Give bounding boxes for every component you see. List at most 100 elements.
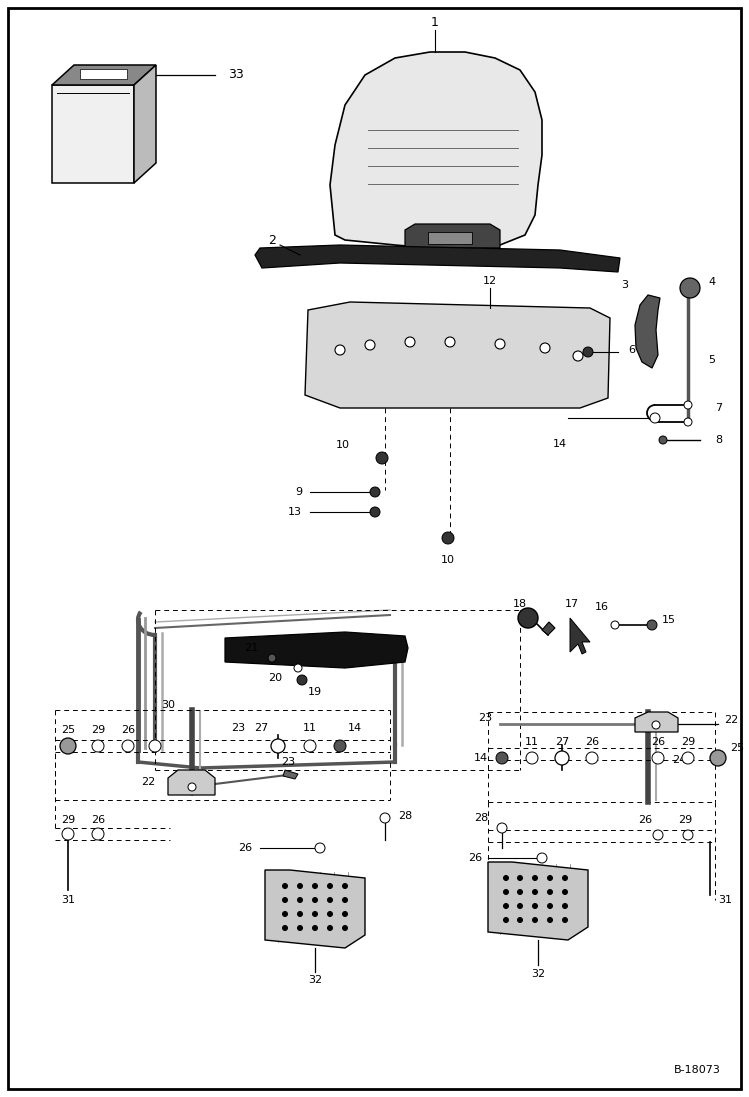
Circle shape [503,917,509,923]
Circle shape [503,904,509,908]
Circle shape [297,912,303,916]
Text: 13: 13 [288,507,302,517]
Text: 15: 15 [662,615,676,625]
Circle shape [518,875,523,881]
Polygon shape [134,65,156,183]
Circle shape [503,875,509,881]
Circle shape [294,664,302,672]
Text: 22: 22 [141,777,155,787]
Circle shape [297,926,303,930]
Circle shape [304,740,316,753]
Text: 8: 8 [715,436,722,445]
Text: 26: 26 [91,815,105,825]
Circle shape [533,917,538,923]
Circle shape [684,402,692,409]
Text: 12: 12 [483,276,497,286]
Circle shape [297,675,307,685]
Circle shape [376,452,388,464]
Circle shape [335,344,345,355]
Circle shape [327,912,333,916]
Circle shape [583,347,593,357]
Text: 3: 3 [621,280,628,290]
Text: 14: 14 [474,753,488,764]
Circle shape [62,828,74,840]
Circle shape [282,912,288,916]
Text: 4: 4 [708,278,715,287]
Circle shape [365,340,375,350]
Circle shape [380,813,390,823]
Polygon shape [52,84,134,183]
Circle shape [652,753,664,764]
Circle shape [533,904,538,908]
Text: 14: 14 [553,439,567,449]
Circle shape [653,830,663,840]
Circle shape [122,740,134,753]
Circle shape [555,751,569,765]
Text: 28: 28 [398,811,412,821]
Text: 26: 26 [638,815,652,825]
Text: 29: 29 [91,725,105,735]
Circle shape [548,917,553,923]
Text: 9: 9 [295,487,302,497]
Circle shape [334,740,346,753]
Polygon shape [635,295,660,367]
Text: 32: 32 [531,969,545,979]
Polygon shape [428,231,472,244]
Text: 30: 30 [161,700,175,710]
Circle shape [327,926,333,930]
Circle shape [370,507,380,517]
Circle shape [518,917,523,923]
Circle shape [327,883,333,889]
Text: 25: 25 [730,743,744,753]
Circle shape [495,339,505,349]
Polygon shape [283,770,298,779]
Circle shape [562,904,568,908]
Circle shape [342,926,348,930]
Polygon shape [570,618,590,654]
Text: 22: 22 [724,715,739,725]
Text: 32: 32 [308,975,322,985]
Circle shape [297,883,303,889]
Text: 10: 10 [441,555,455,565]
Text: 19: 19 [308,687,322,697]
Circle shape [188,783,196,791]
Circle shape [533,890,538,894]
Text: 27: 27 [555,737,569,747]
Circle shape [92,740,104,753]
Circle shape [496,753,508,764]
Text: 5: 5 [708,355,715,365]
Polygon shape [168,770,215,795]
Text: 20: 20 [268,672,282,683]
Text: 27: 27 [254,723,268,733]
Polygon shape [265,870,365,948]
Text: 25: 25 [61,725,75,735]
Text: 23: 23 [231,723,245,733]
Text: 29: 29 [678,815,692,825]
Circle shape [312,926,318,930]
Polygon shape [80,69,127,79]
Circle shape [92,828,104,840]
Polygon shape [635,712,678,732]
Text: 14: 14 [348,723,362,733]
Polygon shape [542,622,555,635]
Circle shape [650,412,660,423]
Circle shape [526,753,538,764]
Text: 18: 18 [513,599,527,609]
Circle shape [682,753,694,764]
Circle shape [518,890,523,894]
Circle shape [659,436,667,444]
Circle shape [342,897,348,903]
Text: 28: 28 [474,813,488,823]
Circle shape [312,897,318,903]
Circle shape [652,721,660,730]
Polygon shape [330,52,542,248]
Text: 1: 1 [431,15,439,29]
Text: 29: 29 [681,737,695,747]
Circle shape [315,842,325,853]
Circle shape [445,337,455,347]
Text: 26: 26 [238,842,252,853]
Text: 26: 26 [121,725,135,735]
Text: 26: 26 [468,853,482,863]
Circle shape [518,904,523,908]
Text: 23: 23 [478,713,492,723]
